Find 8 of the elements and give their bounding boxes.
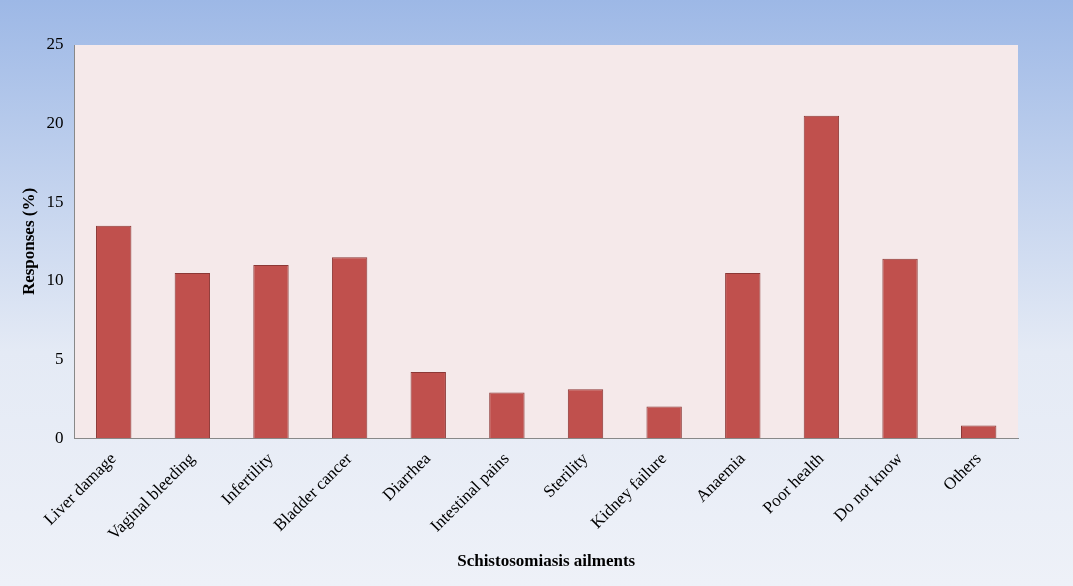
y-tick-label: 10 [46,270,64,290]
y-axis-title: Responses (%) [18,187,38,296]
y-tick-label: 0 [54,427,64,447]
y-tick-label: 5 [54,348,64,368]
y-tick-label: 20 [46,113,64,133]
x-axis-title: Schistosomiasis ailments [457,551,636,571]
y-tick-label: 25 [46,34,64,54]
y-tick-label: 15 [46,191,64,211]
